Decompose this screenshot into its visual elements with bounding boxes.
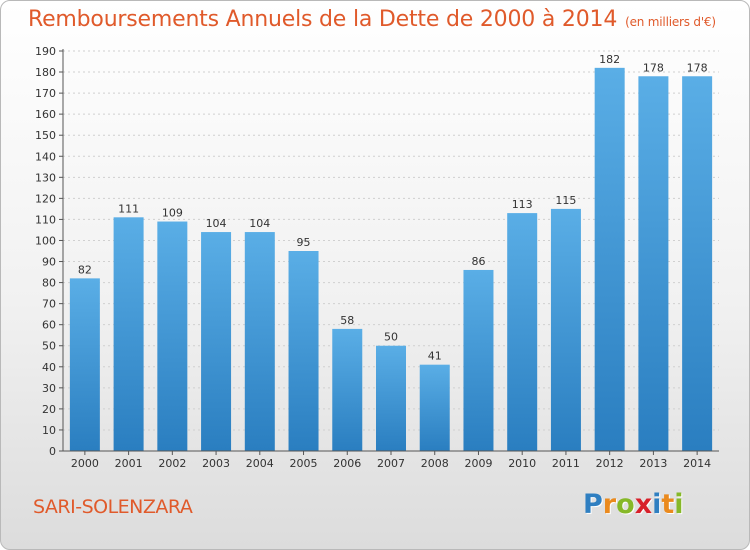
data-label: 178 [687, 61, 708, 74]
data-label: 113 [512, 198, 533, 211]
x-tick-label: 2007 [377, 457, 405, 470]
y-tick-label: 150 [35, 129, 56, 142]
x-tick-label: 2012 [596, 457, 624, 470]
y-tick-label: 140 [35, 150, 56, 163]
y-tick-label: 50 [42, 340, 56, 353]
logo-letter: o [616, 489, 635, 520]
x-tick-label: 2002 [158, 457, 186, 470]
x-tick-label: 2005 [290, 457, 318, 470]
y-tick-label: 40 [42, 361, 56, 374]
x-tick-label: 2008 [421, 457, 449, 470]
data-label: 58 [340, 314, 354, 327]
data-label: 178 [643, 61, 664, 74]
x-tick-label: 2006 [333, 457, 361, 470]
bar [332, 328, 363, 451]
y-tick-label: 110 [35, 213, 56, 226]
proxiti-logo: Proxiti [583, 489, 684, 520]
bar [288, 251, 319, 451]
x-tick-label: 2009 [464, 457, 492, 470]
bar [550, 208, 581, 451]
y-tick-label: 190 [35, 45, 56, 58]
y-tick-label: 30 [42, 382, 56, 395]
data-label: 182 [599, 53, 620, 66]
y-tick-label: 80 [42, 277, 56, 290]
y-tick-label: 10 [42, 424, 56, 437]
x-tick-label: 2001 [115, 457, 143, 470]
x-tick-label: 2014 [683, 457, 711, 470]
logo-letter: P [583, 489, 603, 520]
y-tick-label: 60 [42, 319, 56, 332]
data-label: 109 [162, 207, 183, 220]
logo-letter: i [652, 489, 662, 520]
y-tick-label: 180 [35, 66, 56, 79]
bar [157, 221, 188, 451]
bar [463, 269, 494, 451]
x-tick-label: 2003 [202, 457, 230, 470]
y-tick-label: 100 [35, 234, 56, 247]
bar [201, 232, 232, 451]
commune-name: SARI-SOLENZARA [33, 496, 193, 518]
chart-unit: (en milliers d'€) [625, 15, 716, 29]
y-tick-label: 120 [35, 192, 56, 205]
x-tick-label: 2011 [552, 457, 580, 470]
bar [682, 76, 713, 452]
bar [113, 217, 144, 451]
bar [638, 76, 669, 452]
x-tick-label: 2010 [508, 457, 536, 470]
data-label: 115 [555, 194, 576, 207]
logo-letter: x [634, 489, 653, 520]
y-tick-label: 170 [35, 87, 56, 100]
bar [419, 364, 450, 451]
y-tick-label: 70 [42, 298, 56, 311]
y-tick-label: 160 [35, 108, 56, 121]
bar [69, 278, 100, 451]
data-label: 111 [118, 202, 139, 215]
x-tick-label: 2004 [246, 457, 274, 470]
data-label: 95 [297, 236, 311, 249]
data-label: 86 [471, 255, 485, 268]
data-label: 104 [206, 217, 227, 230]
logo-letter: i [674, 489, 684, 520]
bar [594, 67, 625, 451]
y-tick-label: 130 [35, 171, 56, 184]
chart-title-text: Remboursements Annuels de la Dette de 20… [28, 7, 618, 32]
data-label: 82 [78, 263, 92, 276]
y-tick-label: 20 [42, 403, 56, 416]
logo-letter: r [602, 489, 617, 520]
bar [507, 213, 538, 451]
data-label: 41 [428, 350, 442, 363]
data-label: 50 [384, 331, 398, 344]
y-tick-label: 90 [42, 256, 56, 269]
chart-title: Remboursements Annuels de la Dette de 20… [28, 7, 716, 32]
logo-letter: t [661, 489, 675, 520]
bar [376, 345, 406, 451]
x-tick-label: 2013 [639, 457, 667, 470]
data-label: 104 [249, 217, 270, 230]
x-tick-label: 2000 [71, 457, 99, 470]
y-tick-label: 0 [49, 445, 56, 458]
bar [244, 232, 275, 451]
